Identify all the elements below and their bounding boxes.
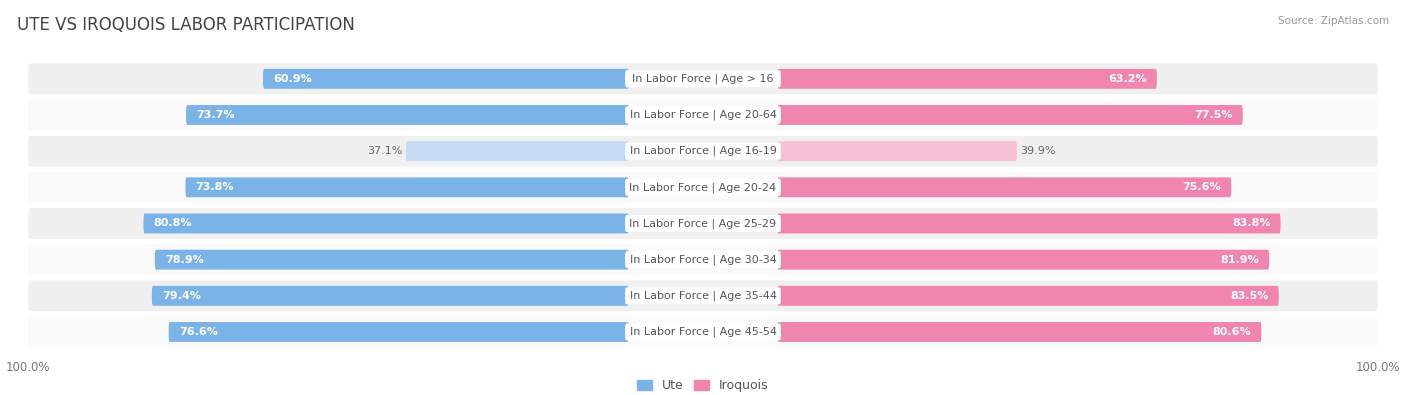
Legend: Ute, Iroquois: Ute, Iroquois: [633, 374, 773, 395]
FancyBboxPatch shape: [186, 177, 628, 197]
FancyBboxPatch shape: [186, 105, 628, 125]
FancyBboxPatch shape: [778, 141, 1017, 161]
Text: 78.9%: 78.9%: [165, 255, 204, 265]
FancyBboxPatch shape: [152, 286, 628, 306]
FancyBboxPatch shape: [626, 288, 780, 304]
Text: 80.6%: 80.6%: [1212, 327, 1251, 337]
Text: In Labor Force | Age > 16: In Labor Force | Age > 16: [633, 73, 773, 84]
FancyBboxPatch shape: [626, 143, 780, 160]
Text: In Labor Force | Age 35-44: In Labor Force | Age 35-44: [630, 291, 776, 301]
FancyBboxPatch shape: [28, 136, 1378, 167]
FancyBboxPatch shape: [778, 214, 1281, 233]
FancyBboxPatch shape: [155, 250, 628, 270]
FancyBboxPatch shape: [143, 214, 628, 233]
Text: 83.8%: 83.8%: [1232, 218, 1271, 228]
FancyBboxPatch shape: [778, 286, 1279, 306]
FancyBboxPatch shape: [778, 69, 1157, 89]
FancyBboxPatch shape: [406, 141, 628, 161]
FancyBboxPatch shape: [28, 208, 1378, 239]
FancyBboxPatch shape: [169, 322, 628, 342]
Text: 77.5%: 77.5%: [1194, 110, 1233, 120]
FancyBboxPatch shape: [626, 324, 780, 340]
FancyBboxPatch shape: [28, 172, 1378, 203]
FancyBboxPatch shape: [28, 100, 1378, 130]
Text: In Labor Force | Age 16-19: In Labor Force | Age 16-19: [630, 146, 776, 156]
Text: 79.4%: 79.4%: [162, 291, 201, 301]
FancyBboxPatch shape: [626, 70, 780, 87]
Text: 60.9%: 60.9%: [273, 74, 312, 84]
Text: 75.6%: 75.6%: [1182, 182, 1222, 192]
Text: 73.8%: 73.8%: [195, 182, 235, 192]
FancyBboxPatch shape: [778, 105, 1243, 125]
FancyBboxPatch shape: [626, 215, 780, 232]
Text: 80.8%: 80.8%: [153, 218, 193, 228]
Text: 73.7%: 73.7%: [197, 110, 235, 120]
FancyBboxPatch shape: [778, 322, 1261, 342]
FancyBboxPatch shape: [28, 64, 1378, 94]
Text: 63.2%: 63.2%: [1108, 74, 1147, 84]
FancyBboxPatch shape: [626, 251, 780, 268]
Text: In Labor Force | Age 45-54: In Labor Force | Age 45-54: [630, 327, 776, 337]
FancyBboxPatch shape: [778, 177, 1232, 197]
Text: 37.1%: 37.1%: [367, 146, 402, 156]
Text: In Labor Force | Age 30-34: In Labor Force | Age 30-34: [630, 254, 776, 265]
FancyBboxPatch shape: [626, 107, 780, 123]
Text: UTE VS IROQUOIS LABOR PARTICIPATION: UTE VS IROQUOIS LABOR PARTICIPATION: [17, 16, 354, 34]
FancyBboxPatch shape: [28, 244, 1378, 275]
FancyBboxPatch shape: [263, 69, 628, 89]
Text: 81.9%: 81.9%: [1220, 255, 1258, 265]
Text: 76.6%: 76.6%: [179, 327, 218, 337]
FancyBboxPatch shape: [778, 250, 1270, 270]
Text: 39.9%: 39.9%: [1021, 146, 1056, 156]
Text: In Labor Force | Age 20-24: In Labor Force | Age 20-24: [630, 182, 776, 193]
Text: In Labor Force | Age 20-64: In Labor Force | Age 20-64: [630, 110, 776, 120]
FancyBboxPatch shape: [28, 280, 1378, 311]
Text: In Labor Force | Age 25-29: In Labor Force | Age 25-29: [630, 218, 776, 229]
Text: Source: ZipAtlas.com: Source: ZipAtlas.com: [1278, 16, 1389, 26]
FancyBboxPatch shape: [626, 179, 780, 196]
FancyBboxPatch shape: [28, 317, 1378, 347]
Text: 83.5%: 83.5%: [1230, 291, 1268, 301]
